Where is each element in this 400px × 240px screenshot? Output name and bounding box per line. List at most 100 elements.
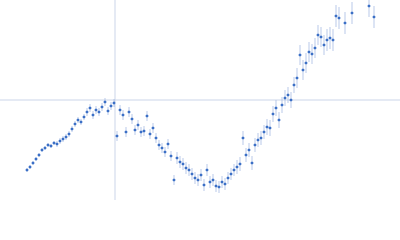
- data-point: [350, 11, 354, 15]
- data-point: [334, 14, 338, 18]
- data-point: [70, 127, 74, 131]
- data-point: [253, 143, 257, 147]
- data-point: [205, 168, 209, 172]
- data-point: [232, 168, 236, 172]
- data-point: [172, 178, 176, 182]
- data-point: [181, 162, 185, 166]
- data-point: [109, 104, 113, 108]
- data-point: [121, 113, 125, 117]
- data-point: [40, 148, 44, 152]
- data-point: [277, 118, 281, 122]
- data-point: [175, 156, 179, 160]
- data-point: [235, 165, 239, 169]
- data-point: [169, 154, 173, 158]
- chart: [0, 0, 400, 200]
- data-point: [43, 146, 47, 150]
- data-point: [34, 157, 38, 161]
- data-point: [58, 139, 62, 143]
- data-point: [283, 96, 287, 100]
- data-point: [127, 110, 131, 114]
- data-point: [148, 132, 152, 136]
- data-point: [322, 43, 326, 47]
- data-point: [229, 172, 233, 176]
- data-point: [259, 136, 263, 140]
- data-point: [211, 178, 215, 182]
- data-point: [226, 176, 230, 180]
- data-point: [166, 142, 170, 146]
- data-point: [319, 35, 323, 39]
- data-point: [91, 113, 95, 117]
- data-point: [325, 38, 329, 42]
- data-point: [190, 172, 194, 176]
- data-point: [160, 146, 164, 150]
- data-point: [223, 182, 227, 186]
- data-point: [49, 144, 53, 148]
- data-point: [256, 138, 260, 142]
- data-point: [94, 108, 98, 112]
- data-point: [133, 128, 137, 132]
- data-point: [331, 38, 335, 42]
- data-point: [244, 153, 248, 157]
- data-point: [151, 126, 155, 130]
- data-point: [289, 98, 293, 102]
- data-point: [139, 130, 143, 134]
- data-point: [250, 161, 254, 165]
- data-point: [55, 142, 59, 146]
- data-point: [241, 136, 245, 140]
- data-point: [238, 162, 242, 166]
- data-point: [286, 93, 290, 97]
- data-point: [64, 135, 68, 139]
- data-point: [262, 130, 266, 134]
- data-point: [313, 46, 317, 50]
- data-point: [73, 122, 77, 126]
- data-point: [136, 123, 140, 127]
- data-point: [316, 33, 320, 37]
- data-point: [184, 166, 188, 170]
- data-point: [343, 21, 347, 25]
- data-point: [292, 83, 296, 87]
- data-point: [271, 112, 275, 116]
- data-point: [97, 110, 101, 114]
- data-point: [337, 16, 341, 20]
- data-point: [79, 120, 83, 124]
- data-point: [295, 76, 299, 80]
- page: {"chart_data": {"type": "scatter", "x": …: [0, 0, 400, 200]
- data-point: [118, 108, 122, 112]
- data-point: [25, 168, 29, 172]
- data-point: [367, 4, 371, 8]
- data-point: [82, 115, 86, 119]
- data-point: [310, 52, 314, 56]
- data-point: [31, 161, 35, 165]
- data-point: [115, 134, 119, 138]
- data-point: [163, 150, 167, 154]
- data-point: [193, 176, 197, 180]
- data-point: [154, 136, 158, 140]
- data-point: [124, 130, 128, 134]
- data-point: [280, 103, 284, 107]
- data-point: [61, 137, 65, 141]
- data-point: [100, 105, 104, 109]
- data-point: [88, 106, 92, 110]
- data-point: [202, 183, 206, 187]
- data-point: [220, 180, 224, 184]
- data-point: [372, 15, 376, 19]
- data-point: [214, 184, 218, 188]
- data-point: [328, 36, 332, 40]
- data-point: [217, 185, 221, 189]
- data-point: [178, 160, 182, 164]
- data-point: [268, 126, 272, 130]
- data-point: [103, 100, 107, 104]
- data-point: [67, 132, 71, 136]
- data-point: [37, 153, 41, 157]
- data-point: [112, 101, 116, 105]
- data-point: [46, 143, 50, 147]
- data-point: [142, 129, 146, 133]
- data-point: [28, 165, 32, 169]
- data-point: [265, 125, 269, 129]
- data-point: [106, 109, 110, 113]
- data-point: [130, 117, 134, 121]
- data-point: [196, 178, 200, 182]
- data-point: [187, 168, 191, 172]
- data-point: [85, 110, 89, 114]
- data-point: [157, 143, 161, 147]
